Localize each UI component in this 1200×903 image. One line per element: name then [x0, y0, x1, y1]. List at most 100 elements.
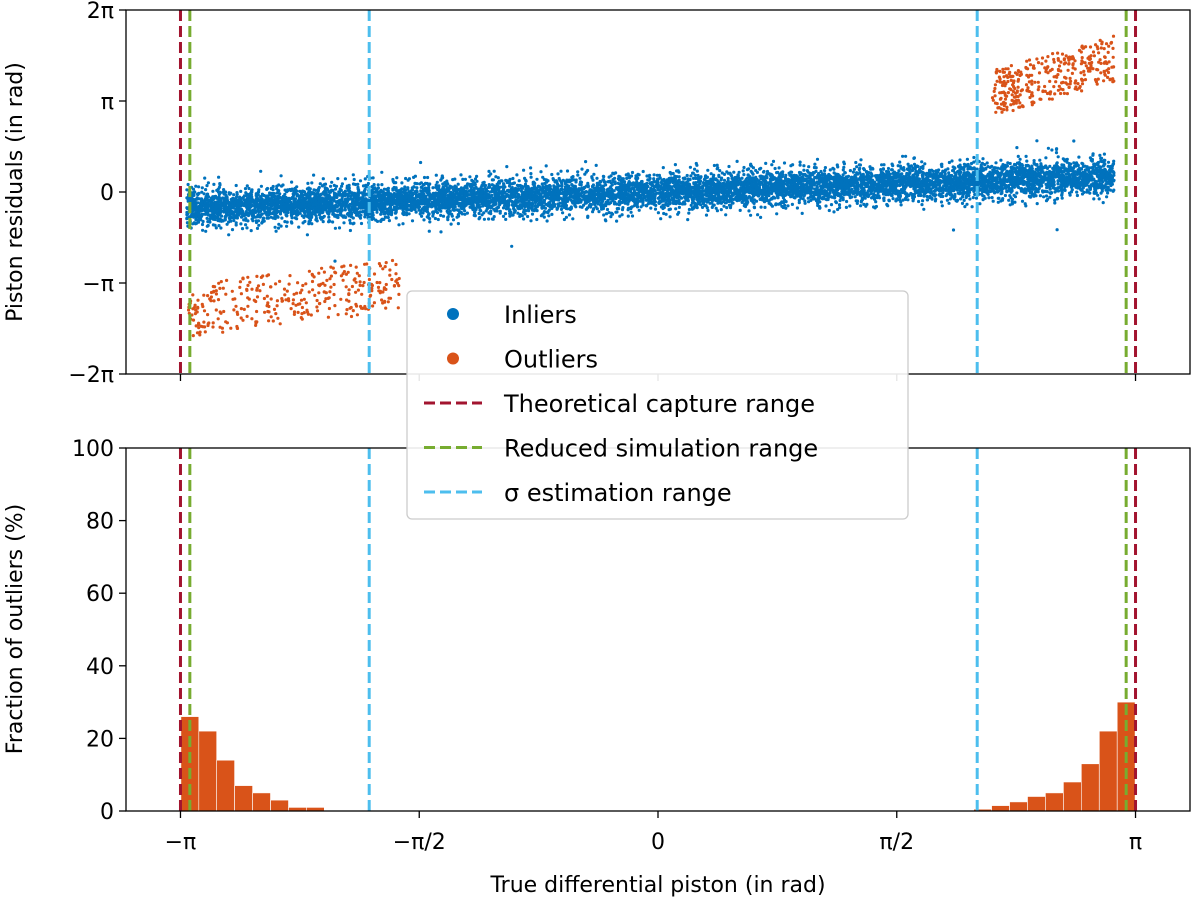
inlier-point	[882, 163, 886, 167]
inlier-point	[327, 215, 331, 219]
inlier-point	[240, 227, 245, 231]
inlier-point	[359, 221, 364, 226]
inlier-point	[615, 219, 619, 223]
inlier-point	[333, 259, 337, 263]
inlier-point	[823, 166, 828, 170]
inlier-point	[419, 160, 423, 165]
inlier-point	[332, 183, 336, 187]
inlier-point	[635, 179, 639, 184]
inlier-point	[594, 205, 598, 209]
inlier-point	[732, 170, 736, 174]
inlier-point	[523, 182, 528, 186]
inlier-point	[560, 183, 564, 187]
inlier-point	[507, 179, 511, 183]
inlier-point	[568, 206, 572, 210]
inlier-point	[1006, 161, 1010, 165]
inlier-point	[511, 176, 515, 181]
inlier-point	[764, 161, 768, 165]
inlier-point	[447, 211, 451, 215]
inlier-point	[971, 196, 975, 200]
inlier-point	[535, 217, 539, 222]
inlier-point	[693, 173, 697, 177]
inlier-point	[874, 200, 878, 204]
inlier-point	[798, 160, 802, 164]
inlier-point	[1025, 159, 1029, 163]
inlier-point	[376, 183, 380, 187]
inlier-point	[317, 185, 321, 190]
inlier-point	[929, 187, 933, 191]
inlier-point	[720, 176, 724, 180]
inlier-point	[807, 165, 811, 169]
inlier-point	[330, 180, 334, 184]
inlier-point	[283, 220, 287, 224]
inlier-point	[470, 178, 474, 182]
inlier-point	[953, 192, 957, 197]
inlier-point	[433, 216, 437, 221]
inlier-point	[945, 198, 950, 202]
inlier-point	[604, 219, 608, 223]
inlier-point	[939, 200, 944, 204]
inlier-point	[725, 206, 729, 210]
inlier-point	[505, 165, 509, 169]
inlier-point	[968, 197, 972, 201]
inlier-point	[517, 179, 521, 183]
inlier-point	[491, 178, 495, 182]
inlier-point	[477, 211, 481, 216]
inlier-point	[312, 173, 316, 177]
inlier-point	[1046, 197, 1050, 201]
inlier-point	[400, 181, 404, 185]
inlier-point	[673, 163, 678, 167]
inlier-point	[722, 204, 726, 208]
inlier-point	[550, 172, 554, 177]
inlier-point	[1015, 166, 1020, 170]
inlier-point	[375, 210, 379, 214]
inlier-point	[615, 210, 619, 214]
inlier-point	[1106, 164, 1110, 168]
inlier-point	[887, 198, 891, 202]
inlier-point	[225, 222, 229, 226]
inlier-point	[629, 210, 633, 214]
inlier-point	[1077, 155, 1081, 159]
inlier-point	[260, 220, 265, 224]
inlier-point	[561, 211, 565, 215]
inlier-point	[392, 181, 396, 185]
inlier-point	[522, 217, 526, 221]
inlier-point	[838, 198, 842, 203]
inlier-point	[434, 173, 438, 177]
inlier-point	[1084, 183, 1088, 187]
inlier-point	[641, 169, 645, 174]
inlier-point	[474, 185, 478, 189]
inlier-point	[959, 197, 963, 201]
inlier-point	[1110, 164, 1114, 168]
inlier-point	[1060, 191, 1064, 195]
inlier-point	[552, 202, 557, 206]
inlier-point	[379, 212, 383, 216]
inlier-point	[529, 166, 533, 170]
inlier-point	[616, 186, 621, 190]
inlier-point	[331, 220, 335, 224]
inlier-point	[823, 169, 827, 173]
inlier-point	[266, 216, 270, 220]
inlier-point	[380, 170, 384, 174]
inlier-point	[422, 218, 426, 222]
inlier-point	[770, 163, 774, 167]
inlier-point	[305, 233, 309, 237]
inlier-point	[987, 196, 991, 200]
inlier-point	[855, 165, 859, 169]
inlier-point	[204, 188, 208, 192]
inlier-point	[852, 167, 857, 171]
inlier-point	[763, 205, 767, 209]
inlier-point	[958, 158, 962, 162]
inlier-point	[947, 201, 951, 205]
inlier-point	[737, 170, 741, 174]
inlier-point	[602, 175, 606, 179]
inlier-point	[246, 213, 251, 218]
inlier-point	[689, 174, 693, 178]
inlier-point	[975, 167, 979, 171]
inlier-point	[886, 166, 891, 171]
inlier-point	[1053, 198, 1057, 202]
inlier-point	[972, 155, 976, 160]
inlier-point	[234, 183, 238, 188]
inlier-point	[414, 210, 418, 214]
